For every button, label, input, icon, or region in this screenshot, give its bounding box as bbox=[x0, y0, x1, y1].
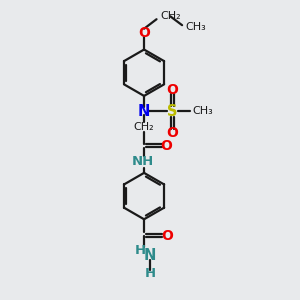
Text: H: H bbox=[135, 244, 146, 257]
Text: CH₃: CH₃ bbox=[185, 22, 206, 32]
Text: S: S bbox=[167, 104, 178, 119]
Text: CH₂: CH₂ bbox=[160, 11, 181, 21]
Text: CH₂: CH₂ bbox=[134, 122, 154, 132]
Text: O: O bbox=[167, 83, 178, 97]
Text: H: H bbox=[144, 267, 156, 280]
Text: O: O bbox=[161, 229, 173, 243]
Text: NH: NH bbox=[131, 155, 154, 168]
Text: N: N bbox=[138, 104, 150, 119]
Text: O: O bbox=[167, 126, 178, 140]
Text: O: O bbox=[160, 139, 172, 152]
Text: N: N bbox=[144, 248, 156, 263]
Text: CH₃: CH₃ bbox=[193, 106, 213, 116]
Text: O: O bbox=[138, 26, 150, 40]
